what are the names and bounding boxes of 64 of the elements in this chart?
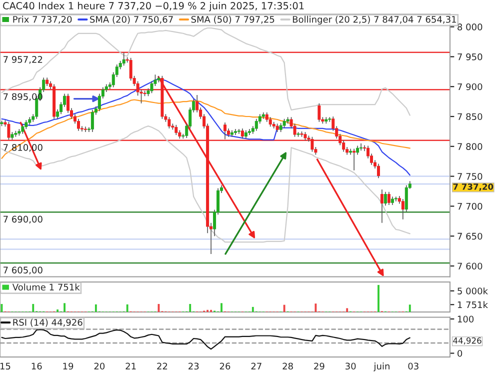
candlestick: [90, 110, 94, 132]
candlestick: [380, 189, 384, 224]
candlestick: [310, 136, 314, 152]
x-tick-label: 22: [157, 362, 168, 370]
x-tick-label: 30: [346, 362, 356, 370]
x-tick-label: 03: [408, 362, 418, 370]
candlestick: [268, 116, 272, 128]
candlestick: [376, 163, 380, 179]
candlestick: [240, 128, 244, 140]
y-tick-label: 8 000: [458, 24, 482, 30]
line-series: [1, 78, 410, 176]
x-tick-label: 23: [188, 362, 199, 370]
legend-label: SMA (50) 7 797,25: [191, 16, 274, 24]
candlestick: [122, 52, 126, 66]
candlestick: [360, 142, 363, 152]
chart-title: CAC40 Index 1 heure 7 737,20 −0,19 % 2 juin 2025, 17:35:01: [3, 2, 304, 12]
x-tick-label: 15: [0, 362, 10, 370]
x-tick-label: juin: [374, 362, 390, 372]
x-tick-label: 21: [126, 362, 136, 370]
text: 7 737,20: [453, 184, 494, 191]
x-tick-label: 26: [220, 362, 230, 370]
ref-line-label: 7 690,00: [4, 216, 42, 224]
y-tick-label: 7 650: [458, 232, 482, 240]
y-tick-label: 100: [458, 316, 474, 323]
legend-label: Prix 7 737,20: [13, 16, 72, 24]
x-tick-label: 20: [94, 362, 105, 370]
candlestick: [349, 148, 352, 156]
candlestick: [384, 191, 387, 206]
candlestick: [174, 124, 178, 136]
x-tick-label: 27: [251, 362, 262, 370]
y-tick-label: 7 700: [458, 202, 482, 210]
candlestick: [7, 121, 10, 140]
x-tick-label: 29: [314, 362, 324, 370]
y-tick-label: 7 600: [458, 262, 482, 270]
x-tick-label: 16: [32, 362, 42, 370]
candlestick: [401, 198, 404, 220]
y-tick-label: 7 900: [458, 83, 482, 90]
candlestick: [76, 118, 80, 132]
candlestick: [224, 122, 226, 140]
candlestick: [168, 116, 171, 129]
y-tick-label: 1 751k: [458, 301, 488, 308]
candlestick: [21, 124, 24, 134]
line-series: [1, 126, 410, 243]
legend-label: SMA (20) 7 750,67: [90, 16, 173, 24]
y-tick-label: 7 750: [458, 173, 482, 180]
y-tick-label: 5 000k: [458, 287, 488, 294]
y-tick-label: 0: [458, 350, 462, 357]
line-series: [1, 329, 410, 350]
x-tick-label: 28: [282, 362, 293, 370]
candlestick: [318, 102, 321, 122]
y-tick-label: 7 850: [458, 113, 482, 120]
ref-line-label: 7 957,22: [4, 56, 42, 64]
legend-label: Bollinger (20 2,5) 7 847,04 7 654,31: [292, 16, 456, 25]
ref-line-label: 7 605,00: [4, 266, 42, 274]
candlestick: [387, 191, 390, 206]
y-tick-label: 7 950: [458, 53, 482, 60]
y-tick-label: 7 800: [458, 143, 482, 150]
candlestick: [352, 148, 356, 171]
candlestick: [265, 112, 268, 122]
x-tick-label: 19: [63, 362, 74, 370]
legend-label: RSI (14) 44,926: [13, 318, 82, 327]
candlestick: [254, 118, 258, 132]
text: 44,926: [453, 337, 482, 345]
legend-label: Volume 1 751k: [12, 284, 80, 291]
